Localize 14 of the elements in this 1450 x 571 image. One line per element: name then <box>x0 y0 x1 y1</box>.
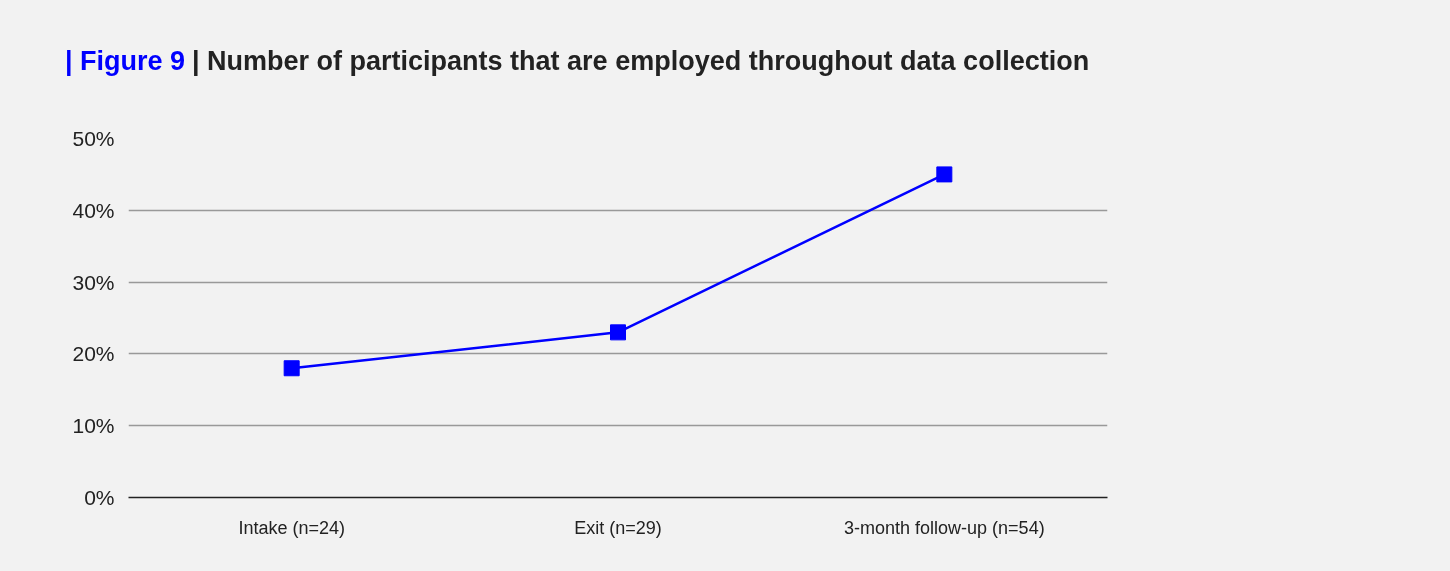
y-tick-label: 40% <box>72 198 115 222</box>
chart-title: | Figure 9 <box>65 45 186 78</box>
x-tick-label: 3-month follow-up (n=54) <box>844 517 1045 538</box>
y-tick-label: 50% <box>72 127 115 150</box>
x-tick-label: Intake (n=24) <box>238 517 345 538</box>
point <box>936 166 953 183</box>
x-tick-label: Exit (n=29) <box>574 517 662 538</box>
point <box>283 360 300 377</box>
chart-subtitle: | Number of participants that are employed throughout data collection <box>192 45 1090 78</box>
y-tick-label: 20% <box>72 342 115 366</box>
y-tick-label: 0% <box>84 486 115 509</box>
y-tick-label: 30% <box>72 270 115 294</box>
y-tick-label: 10% <box>72 414 115 438</box>
point <box>610 324 626 341</box>
